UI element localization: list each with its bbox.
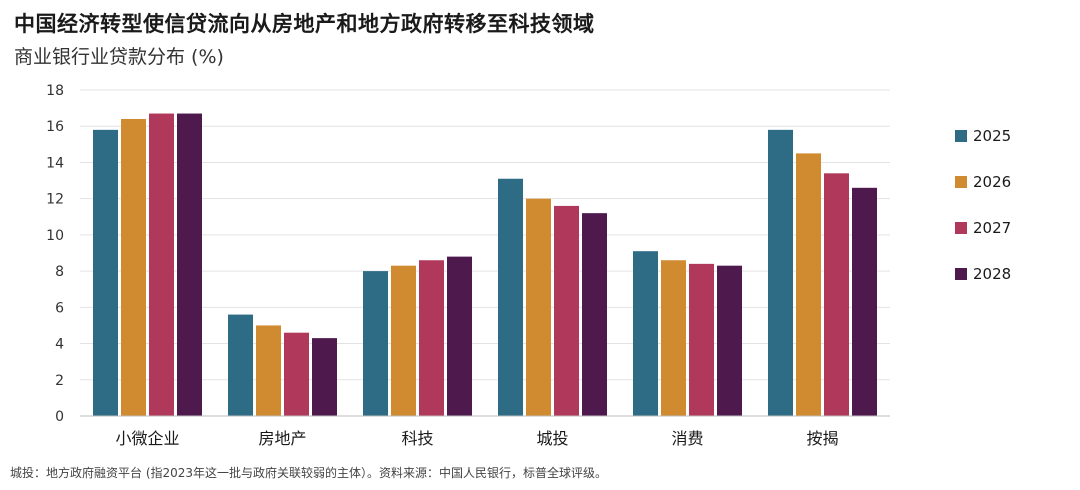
- bar-2025: [498, 178, 523, 416]
- legend-swatch: [955, 175, 967, 188]
- y-tick-label: 2: [55, 373, 64, 389]
- bar-2028: [177, 113, 202, 417]
- legend-item-2027: 2027: [955, 217, 1011, 237]
- chart-title: 中国经济转型使信贷流向从房地产和地方政府转移至科技领域: [14, 12, 595, 36]
- x-tick-label: 按揭: [806, 429, 838, 448]
- bar-2027: [284, 332, 309, 416]
- bar-2027: [149, 113, 174, 417]
- legend-label: 2026: [973, 172, 1012, 191]
- bar-2025: [228, 314, 253, 416]
- footnote: 城投：地方政府融资平台 (指2023年这一批与政府关联较弱的主体）。资料来源：中…: [10, 466, 608, 480]
- y-tick-label: 16: [46, 119, 64, 135]
- x-tick-label: 城投: [536, 429, 568, 448]
- bar-2026: [256, 325, 281, 416]
- bar-2027: [419, 260, 444, 416]
- legend-item-2026: 2026: [955, 171, 1011, 191]
- gridlines: [80, 89, 890, 381]
- bar-2025: [93, 129, 118, 416]
- bar-2028: [852, 187, 877, 416]
- y-tick-label: 14: [46, 155, 64, 171]
- y-tick-label: 12: [46, 192, 64, 208]
- chart-subtitle: 商业银行业贷款分布 (%): [14, 46, 224, 68]
- bar-2028: [582, 213, 607, 416]
- legend-item-2025: 2025: [955, 125, 1011, 145]
- legend-label: 2028: [973, 264, 1012, 283]
- x-tick-label: 房地产: [258, 429, 306, 448]
- bar-2027: [824, 173, 849, 416]
- bar-2025: [363, 271, 388, 416]
- bar-2028: [717, 265, 742, 416]
- legend-swatch: [955, 267, 967, 280]
- legend-swatch: [955, 221, 967, 234]
- bar-2026: [661, 260, 686, 416]
- bar-2025: [633, 251, 658, 416]
- bar-2027: [689, 263, 714, 416]
- y-tick-label: 18: [46, 83, 64, 99]
- y-tick-label: 10: [46, 228, 64, 244]
- bar-2026: [796, 153, 821, 416]
- y-tick-label: 6: [55, 300, 64, 316]
- y-axis-ticks: 0 2 4 6 8 10 12 14 16 18: [46, 83, 64, 425]
- bar-2026: [121, 118, 146, 416]
- legend-swatch: [955, 129, 967, 142]
- x-tick-label: 消费: [671, 429, 703, 448]
- bar-2026: [526, 198, 551, 416]
- bar-2028: [447, 256, 472, 416]
- legend-label: 2025: [973, 126, 1012, 145]
- legend-item-2028: 2028: [955, 263, 1011, 283]
- bar-2026: [391, 265, 416, 416]
- bar-2025: [768, 129, 793, 416]
- legend-label: 2027: [973, 218, 1012, 237]
- y-tick-label: 0: [55, 409, 64, 425]
- y-tick-label: 8: [55, 264, 64, 280]
- y-tick-label: 4: [55, 337, 64, 353]
- x-tick-label: 科技: [401, 429, 433, 448]
- bar-2028: [312, 338, 337, 416]
- x-tick-label: 小微企业: [115, 429, 179, 448]
- x-axis-ticks: 小微企业 房地产 科技 城投 消费 按揭: [115, 429, 838, 448]
- bar-2027: [554, 205, 579, 416]
- bars: [93, 113, 877, 417]
